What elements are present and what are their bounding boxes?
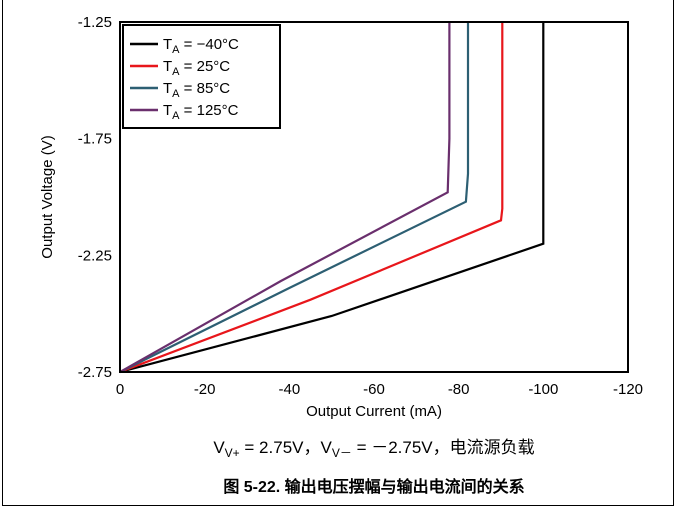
plot-border [119,21,629,373]
figure-caption: 图 5-22. 输出电压摆幅与输出电流间的关系 [223,477,524,496]
legend-label-0: TA = −40°C [163,36,239,56]
series-line-2 [119,22,470,373]
condition-text: VV+ = 2.75V，VV－ = －2.75V，电流源负载 [213,438,534,460]
y-tick-label: -2.75 [78,364,112,381]
x-tick-label: -100 [528,381,558,398]
y-tick-label: -1.25 [78,14,112,31]
series-line-3 [119,22,451,373]
x-tick-label: -80 [448,381,470,398]
series-line-0 [119,22,545,374]
legend-label-3: TA = 125°C [163,102,239,122]
legend-label-1: TA = 25°C [163,58,230,78]
x-axis-label: Output Current (mA) [306,403,442,420]
series-line-1 [119,22,504,374]
x-tick-label: 0 [116,381,124,398]
legend: TA = −40°CTA = 25°CTA = 85°CTA = 125°C [122,24,281,129]
y-tick-label: -2.25 [78,247,112,264]
x-tick-label: -20 [194,381,216,398]
y-axis-label: Output Voltage (V) [39,135,56,258]
x-tick-label: -40 [278,381,300,398]
legend-label-2: TA = 85°C [163,80,230,100]
x-tick-label: -60 [363,381,385,398]
x-tick-label: -120 [613,381,643,398]
y-tick-label: -1.75 [78,131,112,148]
